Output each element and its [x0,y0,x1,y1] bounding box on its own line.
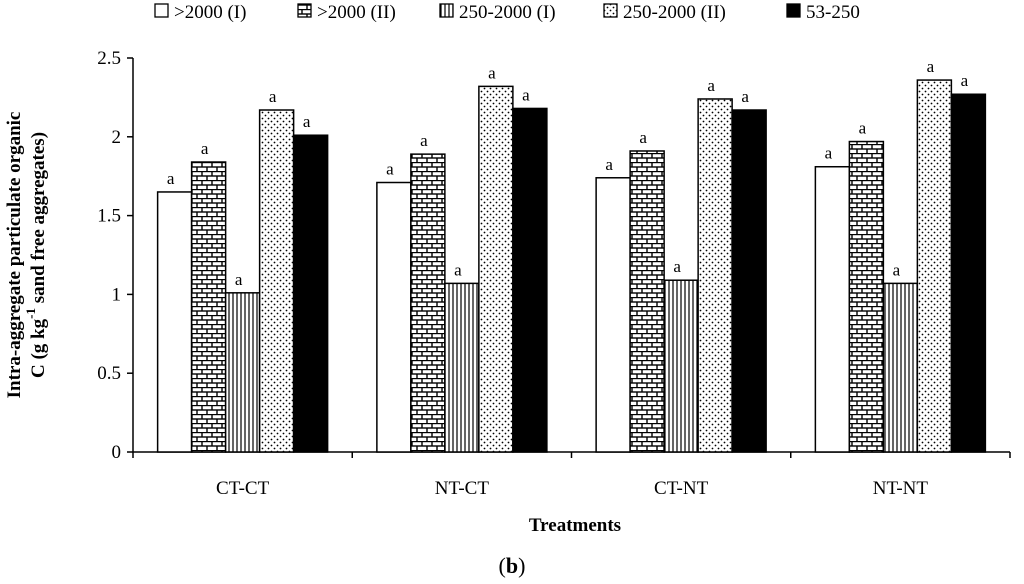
bar [882,282,919,453]
bar-significance-label: a [859,119,867,138]
category-label: CT-NT [654,478,709,499]
legend-swatch [297,3,312,18]
legend-swatch [439,3,454,18]
bar-significance-label: a [605,155,613,174]
bar-significance-label: a [269,87,277,106]
bar [916,79,953,453]
bar-significance-label: a [741,87,749,106]
y-tick-label: 1 [112,284,122,305]
y-axis-title-suffix: sand free aggregates) [28,132,49,308]
bar [595,177,631,453]
bar-labels-group: a a a a a a a a a a a a a a a a a a a a [167,57,969,289]
bar-significance-label: a [488,63,496,82]
bar-significance-label: a [201,139,209,158]
category-label: NT-CT [435,478,490,499]
bar-significance-label: a [961,71,969,90]
y-tick-label: 1.5 [97,206,121,227]
bar [376,181,412,453]
bar [663,279,699,453]
bar [224,292,261,453]
bar-significance-label: a [522,85,530,104]
bar [478,85,514,453]
bar [848,140,885,453]
bar [156,191,193,453]
bar [410,153,446,453]
y-axis-title: Intra-aggregate particulate organic C (g… [4,112,49,399]
bar-significance-label: a [454,260,462,279]
bar-significance-label: a [893,260,901,279]
bar-significance-label: a [927,57,935,76]
legend-label: >2000 (II) [317,2,396,23]
y-axis-title-line1: Intra-aggregate particulate organic [4,112,25,399]
bar-significance-label: a [639,128,647,147]
bar [444,282,480,453]
bar [731,109,767,453]
legend-swatch [786,3,801,18]
panel-label: (b) [499,553,526,578]
x-axis-title: Treatments [529,515,621,536]
y-axis-ticks: 0 0.5 1 1.5 2 2.5 [97,48,133,463]
legend-label: 53-250 [806,2,860,23]
y-tick-label: 0.5 [97,363,121,384]
bar [950,93,987,453]
legend-label: >2000 (I) [174,2,246,23]
bar-significance-label: a [303,112,311,131]
legend-swatch [154,3,169,18]
bar-significance-label: a [825,144,833,163]
y-tick-label: 2 [112,127,122,148]
y-axis-title-line2: C (g kg-1 sand free aggregates) [23,132,49,378]
y-axis-title-superscript: -1 [23,308,38,319]
y-tick-label: 2.5 [97,48,121,69]
bar-significance-label: a [673,257,681,276]
y-axis-title-prefix: C (g kg [28,318,49,378]
legend-label: 250-2000 (I) [459,2,556,23]
legend-swatch [603,3,618,18]
bar-significance-label: a [386,160,394,179]
bar [697,98,733,453]
legend: >2000 (I) >2000 (II) 250-2000 (I) 250-2000 … [154,2,860,23]
legend-label: 250-2000 (II) [623,2,726,23]
bar [814,165,851,453]
bar [292,134,329,453]
x-axis-ticks: CT-CT NT-CT CT-NT NT-NT [132,452,1011,499]
bar [258,109,295,453]
bars-group [156,79,987,453]
category-label: NT-NT [873,478,929,499]
y-tick-label: 0 [112,442,122,463]
bar [190,161,227,453]
bar-significance-label: a [707,76,715,95]
bar [629,150,665,453]
bar [512,107,548,453]
bar-significance-label: a [235,270,243,289]
bar-significance-label: a [420,131,428,150]
category-label: CT-CT [216,478,270,499]
bar-significance-label: a [167,169,175,188]
